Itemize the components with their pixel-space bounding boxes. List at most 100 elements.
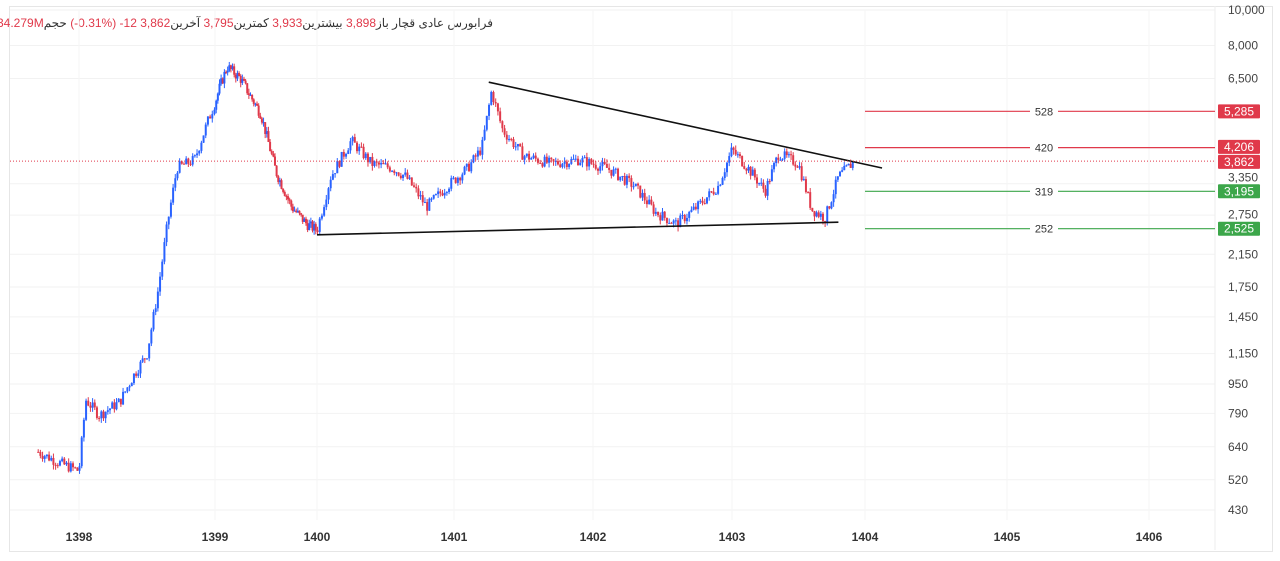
y-tick-label: 790 xyxy=(1228,406,1248,420)
candle-body xyxy=(632,186,635,188)
candle-body xyxy=(563,161,566,164)
level-label: 319 xyxy=(1035,186,1053,198)
candle-body xyxy=(256,103,259,106)
candle-body xyxy=(568,163,571,168)
candle-body xyxy=(603,161,606,164)
candle-body xyxy=(226,70,229,73)
candle-body xyxy=(428,198,431,211)
candle-body xyxy=(781,158,784,160)
candle-body xyxy=(69,463,72,472)
candle-body xyxy=(496,103,499,112)
candle-body xyxy=(306,223,309,231)
y-tick-label: 2,150 xyxy=(1228,247,1258,261)
candle-body xyxy=(710,191,713,193)
candle-body xyxy=(95,407,98,418)
candle-body xyxy=(703,202,706,204)
candle-body xyxy=(233,66,236,75)
candle-body xyxy=(130,383,133,387)
candle-body xyxy=(115,402,118,410)
candle-body xyxy=(434,194,437,196)
candle-body xyxy=(532,155,535,159)
level-label: 420 xyxy=(1035,143,1053,155)
candle-body xyxy=(819,213,822,217)
candle-body xyxy=(630,178,633,187)
y-tick-label: 1,150 xyxy=(1228,347,1258,361)
candle-body xyxy=(259,115,262,119)
candle-body xyxy=(148,343,151,359)
candle-body xyxy=(236,73,239,79)
candle-body xyxy=(751,169,754,176)
candle-body xyxy=(749,166,752,176)
candle-body xyxy=(661,211,664,221)
candle-body xyxy=(628,175,631,179)
candle-body xyxy=(91,402,94,408)
candle-body xyxy=(657,211,660,216)
candle-body xyxy=(452,177,455,179)
candle-body xyxy=(200,142,203,151)
candle-body xyxy=(56,465,59,467)
candle-body xyxy=(830,202,833,209)
candle-body xyxy=(811,207,814,212)
candle-body xyxy=(301,214,304,222)
candle-body xyxy=(244,80,247,84)
price-tag-label: 2,525 xyxy=(1224,222,1254,236)
candle-body xyxy=(508,138,511,140)
candle-body xyxy=(285,195,288,197)
candle-body xyxy=(270,151,273,154)
candle-body xyxy=(817,212,820,217)
price-tag-label: 5,285 xyxy=(1224,104,1254,118)
candle-body xyxy=(172,187,175,203)
candle-body xyxy=(663,211,666,218)
candle-body xyxy=(838,171,841,177)
candle-body xyxy=(764,188,767,196)
candle-body xyxy=(185,158,188,165)
candle-body xyxy=(645,200,648,205)
level-label-bg xyxy=(1030,104,1058,119)
candle-body xyxy=(211,114,214,119)
candle-body xyxy=(366,153,369,163)
candle-body xyxy=(634,183,637,187)
candle-body xyxy=(419,195,422,197)
candle-body xyxy=(641,192,644,198)
candle-body xyxy=(668,222,671,224)
candle-body xyxy=(617,168,620,181)
candle-body xyxy=(76,467,79,471)
candle-body xyxy=(369,156,372,163)
candle-body xyxy=(574,158,577,160)
candle-body xyxy=(364,153,367,159)
price-tag xyxy=(1218,184,1260,199)
candle-body xyxy=(717,185,720,194)
low-value: 3,795 xyxy=(203,16,234,30)
level-label: 252 xyxy=(1035,224,1053,236)
candle-body xyxy=(80,437,83,467)
candle-body xyxy=(800,166,803,181)
x-tick-label: 1398 xyxy=(66,530,93,544)
candle-body xyxy=(550,157,553,160)
candle-body xyxy=(325,199,328,208)
candle-body xyxy=(826,206,829,223)
candle-body xyxy=(539,162,542,164)
candle-body xyxy=(358,146,361,152)
candle-body xyxy=(282,188,285,192)
candle-body xyxy=(576,158,579,166)
candle-body xyxy=(625,175,628,185)
candle-body xyxy=(708,191,711,198)
y-tick-label: 2,750 xyxy=(1228,208,1258,222)
candle-body xyxy=(141,358,144,362)
candle-body xyxy=(206,116,209,125)
candle-body xyxy=(556,161,559,165)
y-tick-label: 1,450 xyxy=(1228,310,1258,324)
candle-body xyxy=(375,161,378,163)
candle-body xyxy=(204,124,207,136)
candle-body xyxy=(262,122,265,124)
support-trendline xyxy=(316,221,839,236)
volume-value: 34.279M xyxy=(0,16,44,30)
candle-body xyxy=(187,158,190,164)
candle-body xyxy=(619,176,622,181)
candle-body xyxy=(736,154,739,156)
candle-body xyxy=(601,161,604,167)
candle-body xyxy=(314,224,317,231)
candle-body xyxy=(521,146,524,160)
candle-body xyxy=(395,172,398,174)
